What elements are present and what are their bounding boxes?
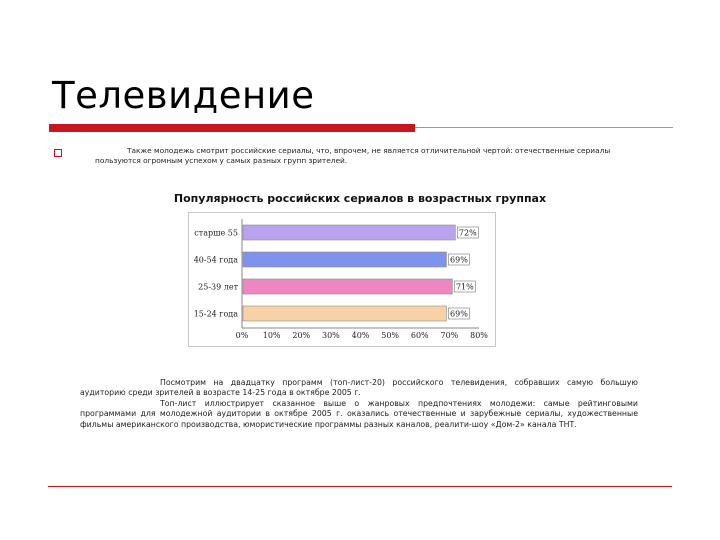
x-tick-label: 80% <box>470 331 488 340</box>
value-label: 69% <box>450 256 468 265</box>
value-label-box <box>448 253 470 266</box>
bar <box>242 224 456 241</box>
body-text: Посмотрим на двадцатку программ (топ-лис… <box>80 378 638 430</box>
value-label: 72% <box>459 229 477 238</box>
body-paragraph-1: Посмотрим на двадцатку программ (топ-лис… <box>80 378 638 398</box>
x-tick-label: 50% <box>381 331 399 340</box>
chart-title: Популярность российских сериалов в возра… <box>173 192 547 205</box>
title-accent-bar <box>49 124 415 132</box>
x-tick-label: 70% <box>440 331 458 340</box>
body-paragraph-2: Топ-лист иллюстрирует сказанное выше о ж… <box>80 398 638 429</box>
x-tick-label: 30% <box>322 331 340 340</box>
title-divider-line <box>415 127 673 128</box>
value-label: 69% <box>450 310 468 319</box>
bar-chart: старше 55 72% 40-54 года 69% 25-39 лет 71% 15-… <box>188 212 496 347</box>
category-label: 25-39 лет <box>198 283 238 292</box>
value-label-box <box>448 307 470 320</box>
x-tick-label: 20% <box>292 331 310 340</box>
intro-paragraph: Также молодежь смотрит российские сериал… <box>95 146 611 165</box>
x-tick-label: 10% <box>263 331 281 340</box>
bottom-divider-line <box>48 486 672 487</box>
value-label: 71% <box>456 283 474 292</box>
value-label-box <box>454 280 476 293</box>
category-label: 15-24 года <box>194 310 239 319</box>
x-tick-label: 60% <box>411 331 429 340</box>
value-label-box <box>456 226 479 239</box>
bar <box>242 251 447 268</box>
x-tick-label: 40% <box>352 331 370 340</box>
bar <box>242 305 447 322</box>
bullet-square-icon <box>54 149 62 157</box>
category-label: старше 55 <box>194 229 238 238</box>
category-label: 40-54 года <box>194 256 239 265</box>
bar <box>242 278 453 295</box>
bar-chart-svg: старше 55 72% 40-54 года 69% 25-39 лет 71% 15-… <box>194 219 488 340</box>
slide-title: Телевидение <box>52 74 315 117</box>
x-tick-label: 0% <box>236 331 249 340</box>
